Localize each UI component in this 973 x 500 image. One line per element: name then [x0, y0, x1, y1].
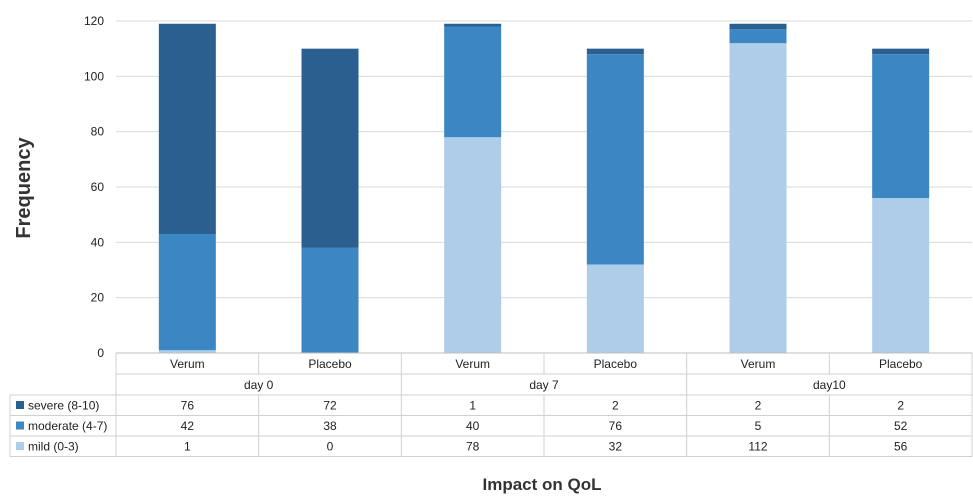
- legend-entry: mild (0-3): [28, 440, 79, 454]
- data-label: 1: [469, 399, 476, 413]
- group-label: day 0: [244, 378, 274, 392]
- data-label: 112: [748, 440, 767, 454]
- bar-segment: [872, 48, 930, 55]
- data-label: 2: [897, 399, 904, 413]
- data-label: 56: [894, 440, 908, 454]
- bar-segment: [444, 26, 502, 138]
- bar-segment: [158, 23, 216, 235]
- bar-segment: [444, 23, 502, 27]
- y-tick-label: 40: [91, 235, 105, 249]
- data-label: 2: [612, 399, 619, 413]
- bar-segment: [158, 350, 216, 353]
- data-label: 0: [327, 440, 334, 454]
- bar-segment: [158, 234, 216, 351]
- category-label: Placebo: [879, 357, 923, 371]
- data-label: 40: [466, 419, 480, 433]
- y-tick-label: 120: [84, 14, 104, 28]
- data-label: 2: [755, 399, 762, 413]
- bar-segment: [872, 198, 930, 353]
- legend-swatch: [16, 401, 24, 409]
- bar-segment: [586, 48, 644, 55]
- data-label: 52: [894, 419, 908, 433]
- bar-segment: [586, 54, 644, 265]
- bar-segment: [872, 54, 930, 199]
- bar-segment: [301, 48, 359, 248]
- bar-segment: [586, 264, 644, 353]
- data-label: 32: [609, 440, 623, 454]
- y-tick-label: 60: [91, 180, 105, 194]
- data-label: 38: [323, 419, 337, 433]
- data-label: 76: [181, 399, 195, 413]
- data-label: 42: [181, 419, 195, 433]
- x-axis-label: Impact on QoL: [483, 475, 602, 494]
- legend-swatch: [16, 442, 24, 450]
- category-label: Verum: [170, 357, 205, 371]
- bar-segment: [729, 23, 787, 30]
- data-label: 1: [184, 440, 191, 454]
- group-label: day10: [813, 378, 846, 392]
- y-tick-label: 20: [91, 291, 105, 305]
- bar-segment: [729, 29, 787, 44]
- category-label: Verum: [741, 357, 776, 371]
- group-label: day 7: [529, 378, 559, 392]
- y-tick-label: 0: [97, 346, 104, 360]
- legend-entry: severe (8-10): [28, 399, 99, 413]
- bar-segment: [729, 43, 787, 354]
- legend-swatch: [16, 421, 24, 430]
- y-tick-label: 100: [84, 69, 104, 83]
- bar-segment: [301, 247, 359, 353]
- bar-segment: [444, 137, 502, 353]
- data-label: 5: [755, 419, 762, 433]
- data-label: 72: [323, 399, 337, 413]
- data-label: 78: [466, 440, 480, 454]
- category-label: Verum: [455, 357, 490, 371]
- category-label: Placebo: [594, 357, 638, 371]
- category-label: Placebo: [308, 357, 352, 371]
- y-axis-label: Frequency: [13, 137, 35, 239]
- data-label: 76: [609, 419, 623, 433]
- y-tick-label: 80: [91, 125, 105, 139]
- legend-entry: moderate (4-7): [28, 419, 107, 433]
